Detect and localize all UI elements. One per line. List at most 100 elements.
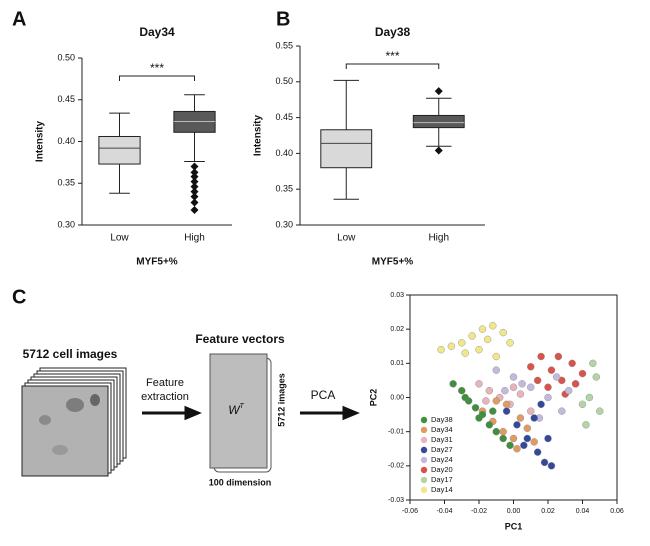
y-tick-label: 0.40 <box>275 148 293 158</box>
vectors-title: Feature vectors <box>195 332 285 346</box>
y-tick-label: 0.50 <box>275 76 293 86</box>
point <box>582 421 590 429</box>
bottom-label: 100 dimension <box>209 477 272 487</box>
legend-marker <box>420 456 428 464</box>
point <box>530 414 538 422</box>
point <box>506 339 514 347</box>
y-tick-label: 0.50 <box>57 52 75 62</box>
point <box>596 407 604 415</box>
point <box>513 445 521 453</box>
y-tick-label: -0.02 <box>388 463 404 470</box>
point <box>499 328 507 337</box>
point <box>447 342 456 350</box>
y-tick-label: 0.02 <box>390 326 404 333</box>
point <box>565 386 573 395</box>
point <box>554 352 563 361</box>
y-tick-label: 0.30 <box>57 219 75 229</box>
y-tick-label: -0.03 <box>388 497 404 504</box>
y-label: Intensity <box>253 115 264 157</box>
legend-label: Day34 <box>431 425 453 434</box>
chart-title: Day34 <box>139 25 175 39</box>
y-label: PC2 <box>368 389 378 407</box>
y-tick-label: 0.01 <box>390 360 404 367</box>
annotation: *** <box>150 61 164 75</box>
legend-label: Day14 <box>431 485 453 494</box>
point <box>578 369 587 378</box>
point <box>449 380 457 388</box>
panel-label: A <box>12 8 26 30</box>
point <box>558 376 566 385</box>
point <box>489 322 497 330</box>
point <box>530 438 538 446</box>
point <box>461 393 469 402</box>
point <box>592 373 600 381</box>
point <box>499 434 507 443</box>
x-tick-label: High <box>184 233 205 244</box>
point <box>552 373 561 381</box>
point <box>589 359 597 368</box>
y-tick-label: 0.03 <box>390 292 404 299</box>
y-tick-label: 0.45 <box>275 112 293 122</box>
legend-marker <box>420 446 428 454</box>
point <box>499 427 507 436</box>
x-tick-label: 0.06 <box>610 508 624 515</box>
outlier <box>190 168 199 177</box>
point <box>518 380 526 388</box>
outlier <box>190 162 199 171</box>
legend-label: Day27 <box>431 445 453 454</box>
legend-marker <box>420 476 428 484</box>
y-tick-label: 0.35 <box>57 178 75 188</box>
point <box>585 393 594 402</box>
point <box>475 414 483 422</box>
point <box>523 434 531 443</box>
x-tick-label: 0.02 <box>541 508 555 515</box>
panel-label: C <box>12 286 26 308</box>
matrix <box>209 353 268 469</box>
point <box>502 400 511 409</box>
point <box>533 376 542 385</box>
point <box>506 441 514 450</box>
y-tick-label: 0.55 <box>275 40 293 50</box>
point <box>475 345 483 354</box>
matrix-sup: T <box>240 403 245 410</box>
point <box>461 349 469 357</box>
x-tick-label: -0.06 <box>402 508 418 515</box>
chart-title: Day38 <box>375 25 411 39</box>
significance-bracket <box>119 75 195 81</box>
arrow <box>300 405 360 421</box>
legend-marker <box>420 426 428 434</box>
point <box>485 386 494 395</box>
legend-label: Day38 <box>431 415 453 424</box>
point <box>547 462 556 470</box>
x-tick-label: -0.02 <box>471 508 487 515</box>
point <box>458 386 466 395</box>
images-title: 5712 cell images <box>23 347 118 361</box>
point <box>540 458 549 467</box>
x-tick-label: -0.04 <box>437 508 453 515</box>
point <box>568 359 576 368</box>
outlier <box>190 172 199 181</box>
point <box>492 397 500 405</box>
point <box>502 407 511 415</box>
point <box>537 352 545 361</box>
y-tick-label: 0.40 <box>57 136 75 146</box>
point <box>544 393 552 402</box>
legend-marker <box>420 416 428 424</box>
box <box>412 114 465 129</box>
point <box>537 400 545 409</box>
outlier <box>190 198 199 207</box>
side-label: 5712 images <box>276 373 286 427</box>
arrow-label: PCA <box>311 388 336 402</box>
panel-label: B <box>276 8 290 30</box>
y-tick-label: 0.45 <box>57 94 75 104</box>
point <box>478 325 487 333</box>
point <box>509 373 518 381</box>
point <box>520 441 528 450</box>
point <box>468 332 476 340</box>
y-label: Intensity <box>35 121 46 163</box>
legend-label: Day20 <box>431 465 453 474</box>
point <box>485 421 494 429</box>
point <box>571 380 580 388</box>
point <box>527 407 535 415</box>
point <box>482 397 490 405</box>
